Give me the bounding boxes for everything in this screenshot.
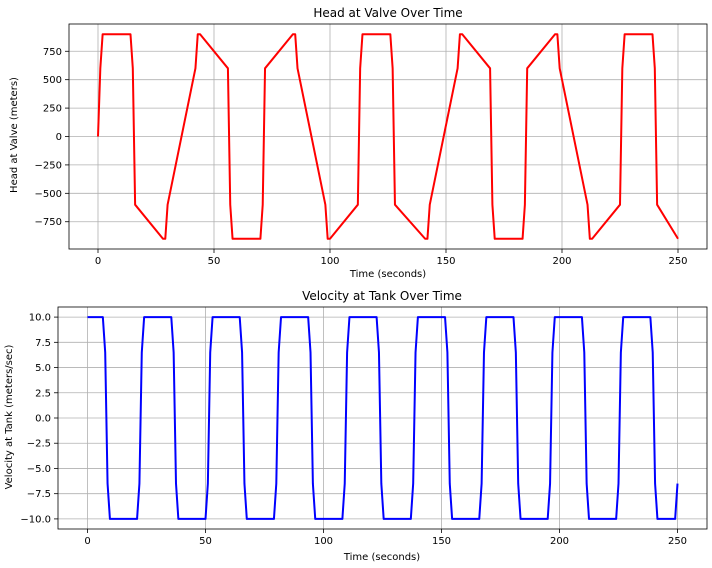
x-tick-label: 50: [208, 256, 221, 267]
y-tick-label: −5.0: [27, 464, 51, 475]
y-tick-label: 2.5: [35, 388, 51, 399]
x-tick-label: 200: [550, 536, 569, 547]
head-chart: Head at Valve Over Time Time (seconds) H…: [9, 6, 708, 280]
y-tick-label: −500: [35, 189, 62, 200]
x-tick-label: 0: [95, 256, 101, 267]
x-tick-label: 150: [432, 536, 451, 547]
series-line: [87, 316, 679, 520]
y-tick-label: 10.0: [29, 313, 51, 324]
y-tick-label: 7.5: [35, 338, 51, 349]
x-tick-label: 100: [320, 256, 339, 267]
x-tick-label: 200: [552, 256, 571, 267]
y-axis-label: Head at Valve (meters): [9, 77, 20, 193]
y-tick-label: −250: [35, 160, 62, 171]
axes-frame: [68, 23, 708, 250]
chart-title: Velocity at Tank Over Time: [302, 289, 462, 303]
y-tick-label: 5.0: [35, 363, 51, 374]
x-axis-label: Time (seconds): [349, 269, 426, 280]
y-tick-label: 0: [56, 132, 62, 143]
y-tick-label: −750: [35, 217, 62, 228]
x-tick-label: 250: [668, 256, 687, 267]
y-tick-label: 500: [43, 75, 62, 86]
x-axis-label: Time (seconds): [343, 552, 420, 563]
series-line: [97, 33, 679, 240]
x-tick-label: 250: [668, 536, 687, 547]
y-tick-label: −7.5: [27, 489, 51, 500]
y-tick-label: −10.0: [20, 514, 51, 525]
x-tick-label: 50: [199, 536, 212, 547]
x-tick-label: 0: [84, 536, 90, 547]
velocity-chart: Velocity at Tank Over Time Time (seconds…: [4, 289, 708, 563]
y-tick-label: 250: [43, 104, 62, 115]
y-tick-label: 0.0: [35, 414, 51, 425]
axes-frame: [57, 306, 708, 530]
y-tick-label: 750: [43, 47, 62, 58]
x-tick-label: 150: [436, 256, 455, 267]
chart-title: Head at Valve Over Time: [313, 6, 462, 20]
x-tick-label: 100: [314, 536, 333, 547]
y-tick-label: −2.5: [27, 439, 51, 450]
y-axis-label: Velocity at Tank (meters/sec): [4, 344, 15, 489]
